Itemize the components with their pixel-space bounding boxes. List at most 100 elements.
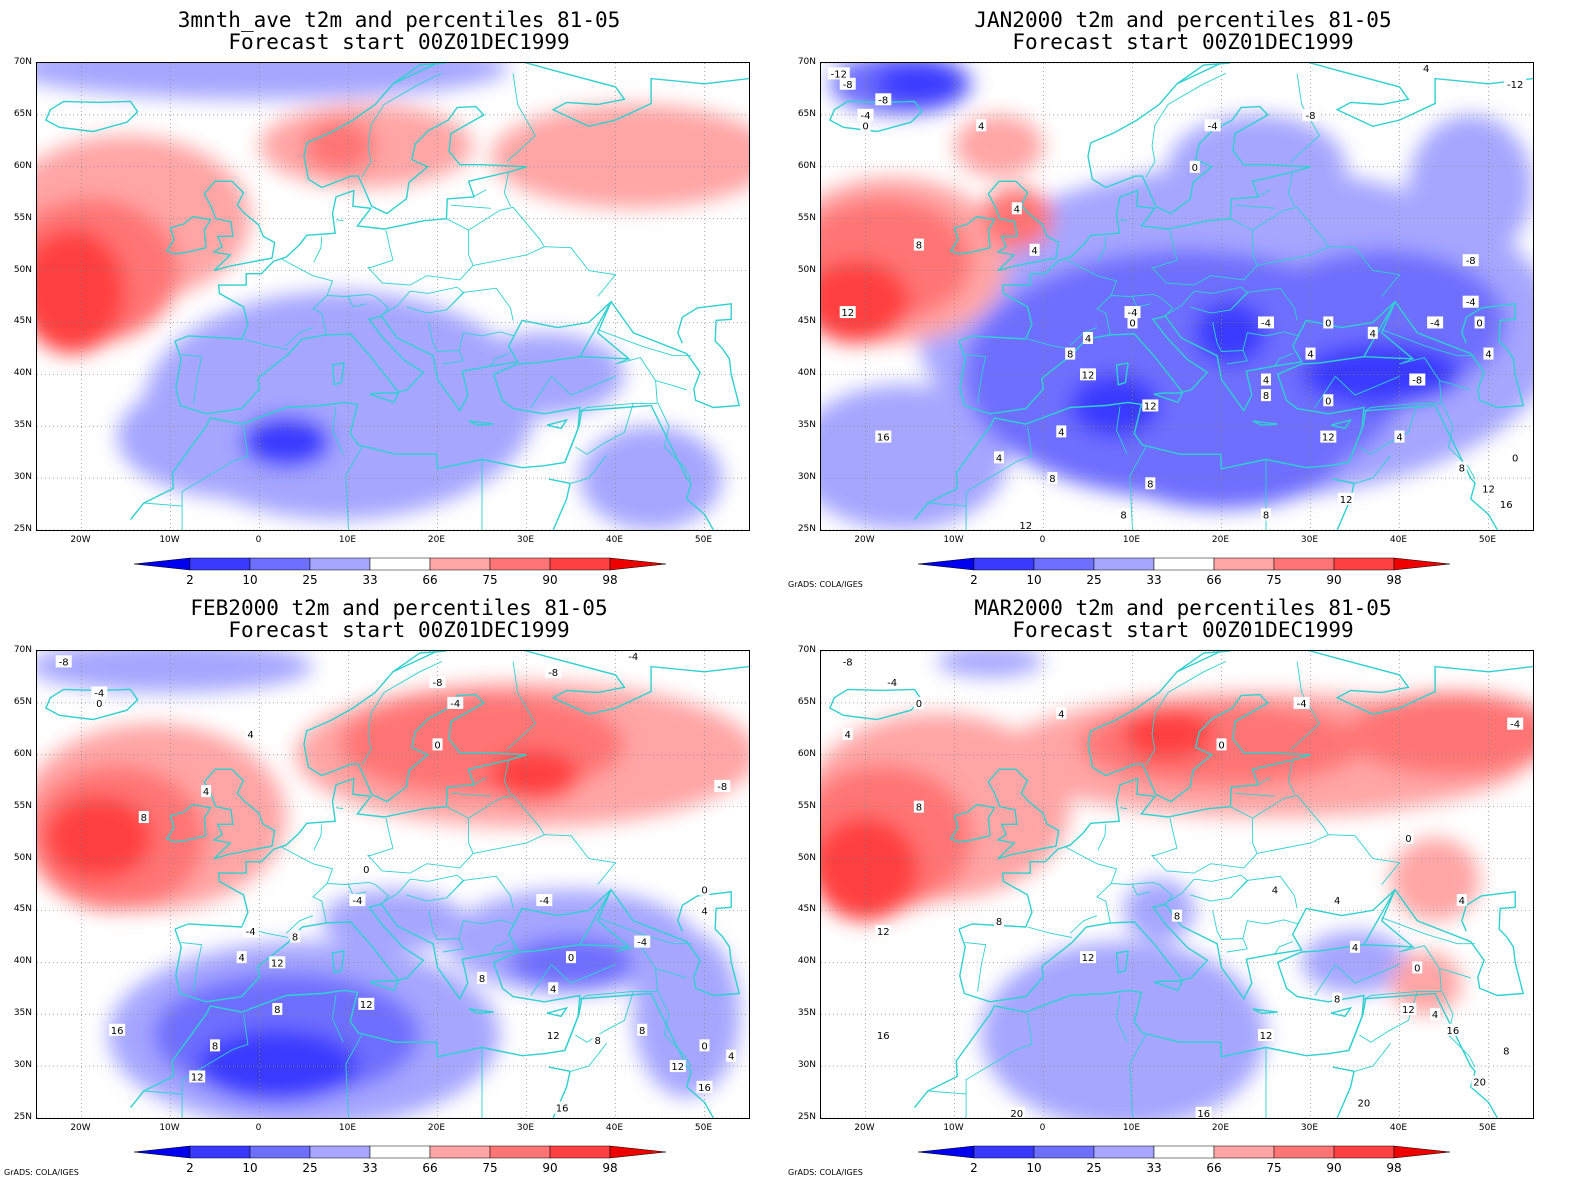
country-border <box>335 807 344 810</box>
colorbar-segment <box>549 557 611 571</box>
contour-label-bg <box>1456 894 1467 907</box>
contour-label: -4 <box>637 938 647 949</box>
contour-label: 16 <box>1500 500 1513 511</box>
latitude-tick-label: 65N <box>797 696 816 707</box>
contour-label-bg <box>875 430 892 443</box>
coastline <box>548 478 571 530</box>
country-border <box>1129 446 1147 530</box>
colorbar-tick-label: 66 <box>422 1161 438 1175</box>
country-border <box>1116 406 1128 455</box>
colorbar-segment <box>1033 557 1095 571</box>
contour-label: 0 <box>1476 318 1482 329</box>
contour-label: 12 <box>360 1000 373 1011</box>
warm-percentile-region <box>490 749 580 802</box>
contour-label: -8 <box>548 668 558 679</box>
country-border <box>345 1034 363 1118</box>
country-border <box>143 1090 183 1095</box>
colorbar-segment <box>1273 557 1335 571</box>
coastline <box>1363 300 1525 409</box>
panel-subtitle: Forecast start 00Z01DEC1999 <box>228 30 570 54</box>
contour-label: 4 <box>845 730 851 741</box>
contour-label: 4 <box>1085 334 1091 345</box>
contour-label-bg <box>637 1023 648 1036</box>
country-border <box>361 660 443 766</box>
country-border <box>1230 287 1298 321</box>
contour-label-bg <box>189 1070 206 1083</box>
contour-label: 4 <box>247 730 253 741</box>
colorbar-segment <box>249 557 311 571</box>
country-border <box>281 846 334 884</box>
contour-label-bg <box>1080 951 1096 964</box>
longitude-tick-label: 0 <box>255 1123 262 1133</box>
contour-label: 4 <box>239 953 245 964</box>
coastline <box>45 688 139 721</box>
contour-label-bg <box>566 951 576 964</box>
contour-label: -8 <box>1466 256 1476 267</box>
longitude-tick-label: 10W <box>943 535 964 545</box>
coastline <box>958 651 1311 930</box>
contour-label: 4 <box>1396 433 1402 444</box>
contour-label: 12 <box>1322 433 1335 444</box>
colorbar-tick-label: 98 <box>602 573 618 587</box>
contour-label-bg <box>1124 306 1141 319</box>
coastline <box>987 768 1060 860</box>
country-border <box>313 236 323 263</box>
country-border <box>1274 941 1293 955</box>
contour-label: 4 <box>1423 64 1429 75</box>
country-border <box>1119 807 1128 810</box>
cold-percentile-region <box>464 332 625 416</box>
warm-percentile-region <box>1123 708 1213 760</box>
contour-label: 12 <box>1082 370 1095 381</box>
coastline <box>546 418 569 430</box>
colorbar-min-arrow <box>918 557 975 571</box>
colorbar-tick-label: 10 <box>242 573 258 587</box>
country-border <box>1252 794 1329 835</box>
contour-label-bg <box>625 651 642 663</box>
contour-label: 8 <box>479 974 485 985</box>
panel-3month-average: 3mnth_ave t2m and percentiles 81-05 Forec… <box>0 0 798 598</box>
panel-title: 3mnth_ave t2m and percentiles 81-05 <box>177 8 621 32</box>
country-border <box>1065 846 1118 884</box>
contour-label-bg <box>1172 909 1182 922</box>
country-border <box>1163 291 1195 317</box>
contour-label-bg <box>875 925 892 938</box>
coastline <box>579 300 741 409</box>
contour-label: -8 <box>59 657 69 668</box>
country-border <box>655 380 687 391</box>
cold-percentile-region <box>1194 301 1266 364</box>
contour-label-bg <box>696 1080 713 1093</box>
colorbar <box>134 557 666 571</box>
country-border <box>1362 357 1442 413</box>
country-border <box>1119 219 1128 222</box>
country-border <box>1163 879 1195 905</box>
colorbar-segment <box>973 1145 1035 1159</box>
country-border <box>1145 72 1227 178</box>
contour-label-bg <box>994 914 1004 927</box>
colorbar-segment <box>1273 1145 1335 1159</box>
country-border <box>1362 945 1442 1001</box>
longitude-tick-label: 30E <box>516 1123 535 1133</box>
contour-label-bg <box>1204 119 1221 132</box>
contour-label-bg <box>358 997 375 1010</box>
longitude-tick-label: 0 <box>1039 1123 1046 1133</box>
latitude-tick-label: 40N <box>13 956 32 967</box>
latitude-tick-label: 70N <box>797 57 816 67</box>
country-border <box>965 942 987 992</box>
cold-percentile-region <box>37 63 509 100</box>
contour-label-bg <box>272 1003 283 1016</box>
contour-label: 4 <box>1334 896 1340 907</box>
country-border <box>1116 994 1128 1043</box>
colorbar-segment <box>309 1145 371 1159</box>
country-border <box>1242 919 1299 939</box>
contour-label-bg <box>1409 373 1426 386</box>
contour-label: 4 <box>1031 246 1037 257</box>
warm-percentile-region <box>821 817 919 921</box>
grads-credit: GrADS: COLA/IGES <box>788 1168 863 1177</box>
country-border <box>450 204 491 209</box>
colorbar-min-arrow <box>134 1145 191 1159</box>
contour-label-bg <box>699 1039 710 1052</box>
contour-label: 8 <box>916 803 922 814</box>
contour-label: 12 <box>191 1072 204 1083</box>
colorbar-segment <box>1153 1145 1215 1159</box>
